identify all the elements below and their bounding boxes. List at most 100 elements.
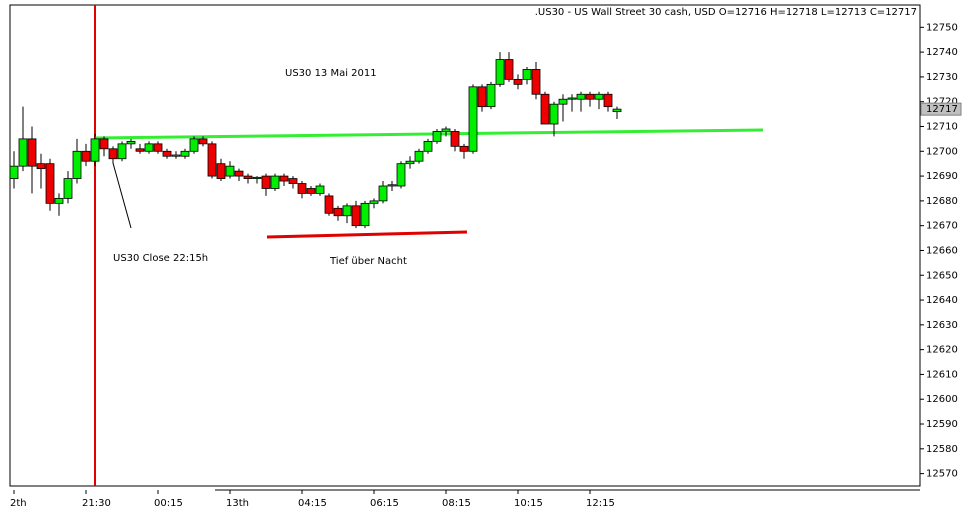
candle-body <box>144 143 154 152</box>
candle-body <box>333 207 343 217</box>
y-tick-label: 12680 <box>926 196 958 207</box>
candle-body <box>342 205 352 217</box>
candle-body <box>72 150 82 179</box>
candle-body <box>585 93 595 100</box>
candle-body <box>531 69 541 95</box>
candle-body <box>495 59 505 85</box>
candle-body <box>396 163 406 187</box>
candle-body <box>198 138 208 145</box>
y-tick-label: 12730 <box>926 72 958 83</box>
candle-body <box>225 165 235 177</box>
candle-body <box>549 103 559 125</box>
y-tick-label: 12650 <box>926 270 958 281</box>
candle-body <box>351 205 361 227</box>
candle-body <box>126 140 136 145</box>
y-tick-label: 12720 <box>926 97 958 108</box>
x-tick-label: 00:15 <box>154 498 183 509</box>
y-tick-label: 12700 <box>926 146 958 157</box>
annotation: US30 Close 22:15h <box>113 253 208 264</box>
candle-body <box>180 150 190 157</box>
y-tick-label: 12670 <box>926 221 958 232</box>
candle-body <box>243 175 253 179</box>
x-tick-label: 21:30 <box>82 498 111 509</box>
candle-body <box>279 175 289 182</box>
candle-body <box>504 59 514 80</box>
annotation: Tief über Nacht <box>329 256 407 267</box>
candle-body <box>81 150 91 162</box>
x-tick-label: 06:15 <box>370 498 399 509</box>
x-tick-label: 10:15 <box>514 498 543 509</box>
y-tick-label: 12570 <box>926 469 958 480</box>
candle-body <box>171 154 181 157</box>
candle-body <box>324 195 334 214</box>
candle-body <box>36 163 46 170</box>
candle-body <box>207 143 217 177</box>
y-tick-label: 12600 <box>926 394 958 405</box>
candle-body <box>288 178 298 184</box>
candle-body <box>378 185 388 202</box>
candle-body <box>99 138 109 150</box>
candle-body <box>234 170 244 177</box>
y-tick-label: 12640 <box>926 295 958 306</box>
candle-body <box>261 175 271 189</box>
candle-body <box>27 138 37 167</box>
candle-body <box>216 163 226 179</box>
x-tick-label: 13th <box>226 498 249 509</box>
candle-body <box>162 150 172 157</box>
candle-body <box>423 140 433 152</box>
low-line <box>266 230 468 239</box>
y-tick-label: 12710 <box>926 121 958 132</box>
candle-body <box>513 78 523 85</box>
candle-body <box>54 197 64 204</box>
candle-body <box>486 83 496 108</box>
x-tick-label: 04:15 <box>298 498 327 509</box>
x-tick-label: 2th <box>10 498 27 509</box>
candle-body <box>477 86 487 108</box>
candle-body <box>135 148 145 152</box>
candle-body <box>9 165 19 179</box>
y-tick-label: 12690 <box>926 171 958 182</box>
candle-body <box>360 202 370 227</box>
candle-body <box>468 86 478 152</box>
candle-body <box>252 176 262 179</box>
y-tick-label: 12580 <box>926 444 958 455</box>
candle-body <box>612 108 622 113</box>
candle-body <box>270 175 280 189</box>
y-tick-label: 12630 <box>926 320 958 331</box>
y-tick-label: 12750 <box>926 22 958 33</box>
candle-body <box>63 178 73 199</box>
candle-body <box>576 93 586 100</box>
candle-body <box>594 93 604 100</box>
candle-body <box>522 69 532 80</box>
last-price-tag <box>920 102 962 116</box>
candle-body <box>306 188 316 194</box>
candle-body <box>315 185 325 194</box>
candle-body <box>414 150 424 162</box>
y-tick-label: 12740 <box>926 47 958 58</box>
chart-title: .US30 - US Wall Street 30 cash, USD O=12… <box>535 7 917 18</box>
y-tick-label: 12610 <box>926 369 958 380</box>
candle-body <box>18 138 28 167</box>
support-line <box>94 128 764 140</box>
candle-body <box>450 131 460 147</box>
candle-body <box>297 183 307 194</box>
x-tick-label: 12:15 <box>586 498 615 509</box>
candle-body <box>540 93 550 125</box>
candle-body <box>153 143 163 152</box>
candle-body <box>567 97 577 100</box>
candle-body <box>189 138 199 152</box>
y-tick-label: 12590 <box>926 419 958 430</box>
candle-body <box>459 145 469 152</box>
annotation: US30 13 Mai 2011 <box>285 68 377 79</box>
y-tick-label: 12660 <box>926 245 958 256</box>
candle-body <box>90 138 100 162</box>
candle-body <box>432 131 442 142</box>
y-tick-label: 12620 <box>926 345 958 356</box>
annotation-arrow <box>112 162 132 229</box>
candle-body <box>441 128 451 132</box>
candle-body <box>558 98 568 105</box>
candle-body <box>603 93 613 108</box>
last-price-label: 12717 <box>926 104 958 115</box>
candle-body <box>405 160 415 165</box>
